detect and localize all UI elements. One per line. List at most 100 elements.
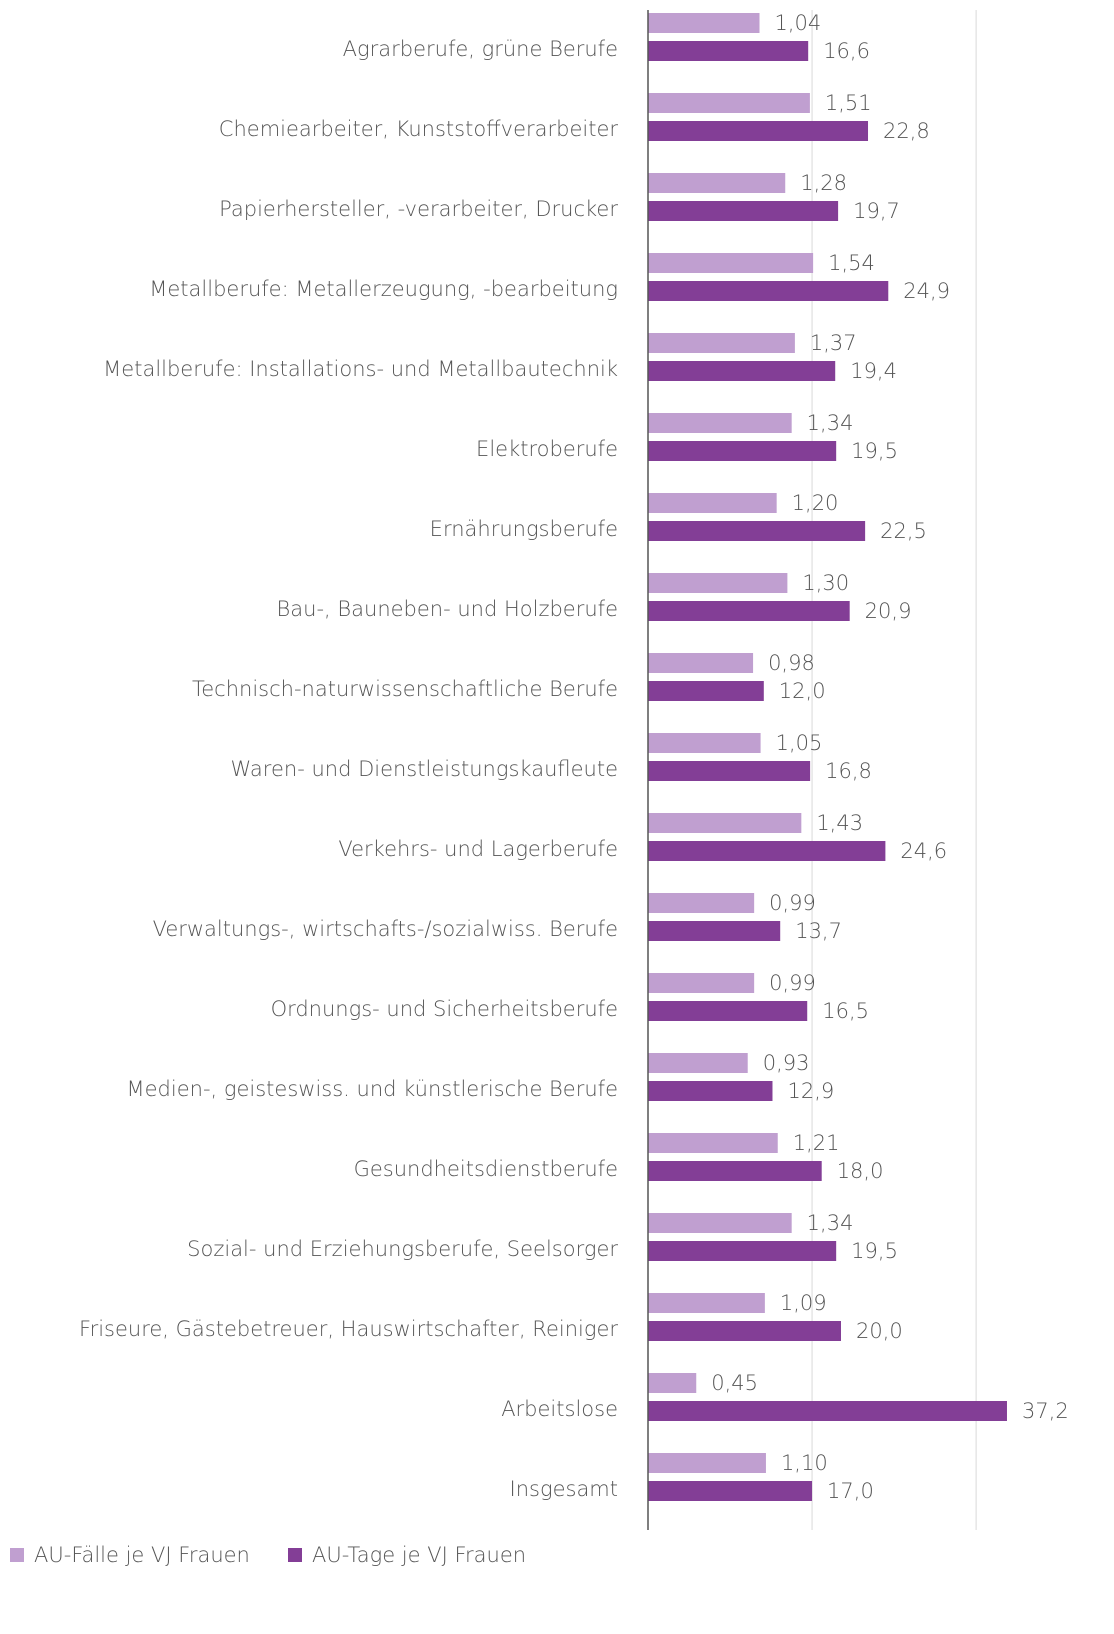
- bar: [648, 573, 788, 593]
- category-label: Waren- und Dienstleistungskaufleute: [231, 757, 619, 781]
- bar: [648, 601, 850, 621]
- value-label: 13,7: [795, 919, 842, 943]
- legend-swatch: [10, 1548, 24, 1562]
- bar: [648, 1373, 697, 1393]
- bar: [648, 493, 777, 513]
- value-label: 19,5: [851, 439, 898, 463]
- category-label: Arbeitslose: [501, 1397, 618, 1421]
- bar: [648, 761, 811, 781]
- bar: [648, 1401, 1007, 1421]
- value-label: 18,0: [837, 1159, 884, 1183]
- category-label: Medien-, geisteswiss. und künstlerische …: [127, 1077, 618, 1101]
- legend-swatch: [288, 1548, 302, 1562]
- value-label: 1,34: [807, 411, 854, 435]
- category-label: Verwaltungs-, wirtschafts-/sozialwiss. B…: [153, 917, 618, 941]
- category-label: Metallberufe: Metallerzeugung, -bearbeit…: [149, 277, 618, 301]
- value-label: 1,37: [810, 331, 857, 355]
- value-label: 1,09: [780, 1291, 827, 1315]
- bar: [648, 1133, 778, 1153]
- value-label: 37,2: [1022, 1399, 1069, 1423]
- category-label: Gesundheitsdienstberufe: [354, 1157, 618, 1181]
- value-label: 0,99: [769, 971, 816, 995]
- value-label: 0,93: [763, 1051, 810, 1075]
- value-label: 0,98: [768, 651, 815, 675]
- value-label: 22,5: [880, 519, 927, 543]
- bar: [648, 333, 795, 353]
- bar: [648, 1053, 748, 1073]
- value-label: 19,4: [850, 359, 897, 383]
- bar: [648, 1081, 773, 1101]
- category-label: Chemiearbeiter, Kunststoffverarbeiter: [219, 117, 619, 141]
- value-label: 1,54: [828, 251, 875, 275]
- value-label: 20,0: [856, 1319, 903, 1343]
- value-label: 16,6: [823, 39, 870, 63]
- value-label: 0,99: [769, 891, 816, 915]
- legend-label: AU-Tage je VJ Frauen: [312, 1543, 526, 1567]
- bar: [648, 653, 754, 673]
- category-label: Ernährungsberufe: [430, 517, 618, 541]
- value-label: 1,20: [792, 491, 839, 515]
- bar: [648, 201, 839, 221]
- value-label: 24,6: [900, 839, 947, 863]
- category-label: Technisch-naturwissenschaftliche Berufe: [192, 677, 618, 701]
- value-label: 1,30: [802, 571, 849, 595]
- category-label: Elektroberufe: [476, 437, 618, 461]
- category-label: Sozial- und Erziehungsberufe, Seelsorger: [187, 1237, 618, 1261]
- value-label: 0,45: [711, 1371, 758, 1395]
- category-label: Insgesamt: [510, 1477, 618, 1501]
- bar: [648, 13, 760, 33]
- value-label: 24,9: [903, 279, 950, 303]
- value-label: 20,9: [865, 599, 912, 623]
- bar: [648, 1241, 837, 1261]
- bar: [648, 281, 889, 301]
- bar: [648, 1001, 808, 1021]
- category-label: Papierhersteller, -verarbeiter, Drucker: [219, 197, 618, 221]
- value-label: 17,0: [827, 1479, 874, 1503]
- value-label: 19,7: [853, 199, 900, 223]
- category-label: Friseure, Gästebetreuer, Hauswirtschafte…: [79, 1317, 618, 1341]
- value-label: 16,8: [825, 759, 872, 783]
- bar: [648, 173, 786, 193]
- bar: [648, 973, 755, 993]
- value-label: 1,43: [816, 811, 863, 835]
- legend-label: AU-Fälle je VJ Frauen: [34, 1543, 250, 1567]
- bar: [648, 41, 809, 61]
- value-label: 1,21: [793, 1131, 840, 1155]
- category-label: Bau-, Bauneben- und Holzberufe: [277, 597, 618, 621]
- category-label: Ordnungs- und Sicherheitsberufe: [271, 997, 618, 1021]
- bar: [648, 841, 886, 861]
- value-label: 1,34: [807, 1211, 854, 1235]
- bar: [648, 733, 761, 753]
- value-label: 16,5: [822, 999, 869, 1023]
- value-label: 19,5: [851, 1239, 898, 1263]
- value-label: 1,04: [775, 11, 822, 35]
- value-label: 12,0: [779, 679, 826, 703]
- bar: [648, 1453, 766, 1473]
- bar: [648, 93, 810, 113]
- bar: [648, 361, 836, 381]
- bar: [648, 1321, 841, 1341]
- value-label: 1,10: [781, 1451, 828, 1475]
- bar: [648, 441, 837, 461]
- bar: [648, 521, 866, 541]
- value-label: 22,8: [883, 119, 930, 143]
- value-label: 1,51: [825, 91, 872, 115]
- bar: [648, 121, 869, 141]
- bar: [648, 253, 814, 273]
- value-label: 1,05: [776, 731, 823, 755]
- value-label: 1,28: [800, 171, 847, 195]
- bar: [648, 1481, 813, 1501]
- bar: [648, 921, 781, 941]
- bar: [648, 893, 755, 913]
- category-label: Agrarberufe, grüne Berufe: [343, 37, 618, 61]
- bar: [648, 1161, 822, 1181]
- bar: [648, 813, 802, 833]
- value-label: 12,9: [787, 1079, 834, 1103]
- category-label: Metallberufe: Installations- und Metallb…: [103, 357, 618, 381]
- bar: [648, 413, 792, 433]
- category-label: Verkehrs- und Lagerberufe: [338, 837, 618, 861]
- bar: [648, 681, 764, 701]
- bar: [648, 1293, 765, 1313]
- bar: [648, 1213, 792, 1233]
